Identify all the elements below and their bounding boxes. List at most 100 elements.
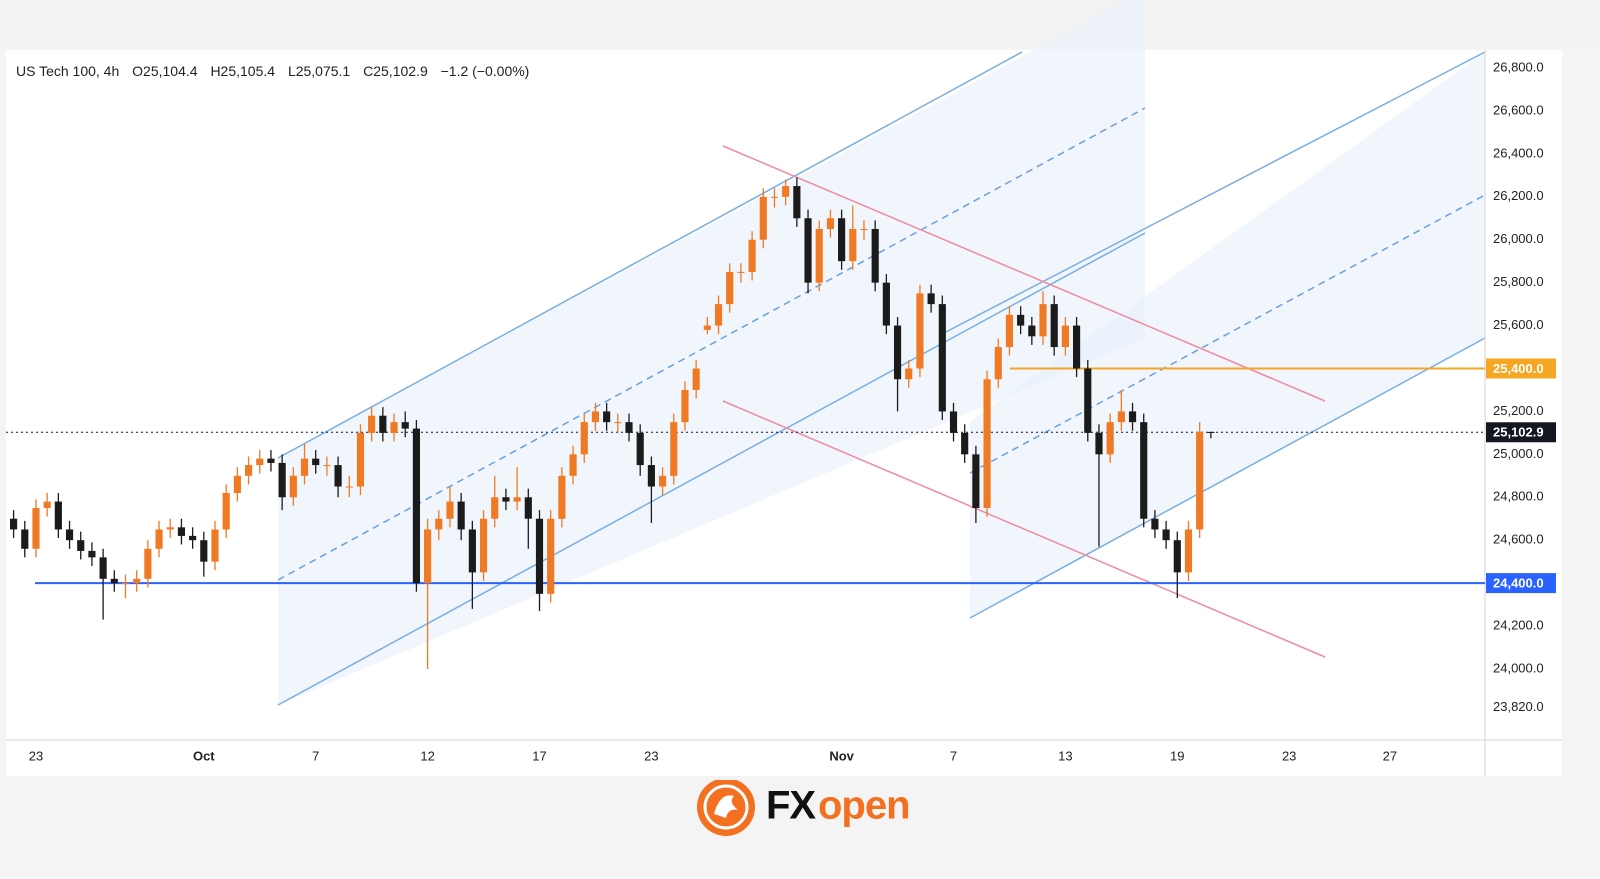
candle-body — [1095, 432, 1103, 455]
candle-body — [1196, 431, 1204, 530]
candle-body — [1039, 304, 1047, 337]
y-tick-label: 24,200.0 — [1493, 617, 1544, 632]
candle-body — [200, 540, 208, 562]
candle-body — [535, 518, 544, 594]
candle-body — [882, 282, 890, 326]
chart: 26,800.0 26,600.0 26,400.0 26,200.0 26,000.0… — [6, 0, 1562, 776]
candle-body — [312, 458, 320, 466]
legend: US Tech 100, 4h O25,104.4 H25,105.4 L25,… — [16, 63, 538, 79]
candle-body — [647, 465, 655, 487]
candle-body — [737, 271, 745, 273]
x-tick-label: 17 — [532, 748, 546, 763]
candle-body — [144, 548, 152, 579]
level-label: 24,400.0 — [1493, 576, 1544, 591]
y-tick-label: 26,200.0 — [1493, 188, 1544, 203]
logo-ring — [703, 784, 749, 830]
brand: FX open — [697, 780, 911, 836]
candle-body — [849, 228, 857, 262]
y-tick-label: 26,600.0 — [1493, 102, 1544, 117]
x-tick-label: Nov — [829, 748, 854, 763]
ohlc: H25,105.4 — [210, 63, 276, 79]
level-label: 25,102.9 — [1493, 425, 1544, 440]
x-tick-label: 23 — [644, 748, 658, 763]
brand-prefix: FX — [766, 784, 816, 828]
candle-body — [1073, 325, 1081, 369]
logo-lion — [714, 795, 738, 818]
trend-line — [722, 400, 1326, 658]
channel-line — [939, 51, 1486, 336]
x-tick-label: 7 — [312, 748, 319, 763]
candle-body — [110, 578, 118, 584]
channel-midline — [969, 194, 1486, 474]
candle-body — [65, 529, 74, 541]
candle-body — [233, 475, 241, 493]
candle-body — [949, 411, 958, 433]
candle-body — [491, 497, 499, 519]
y-tick-label: 25,600.0 — [1493, 317, 1544, 332]
candle-body — [435, 518, 443, 530]
candle-body — [1207, 431, 1215, 433]
candle-body — [21, 529, 29, 549]
candle-body — [793, 186, 801, 219]
candle-body — [468, 529, 476, 573]
trend-line — [722, 145, 1326, 402]
candle-body — [211, 529, 219, 562]
candle-body — [938, 304, 946, 412]
candle-body — [155, 529, 163, 549]
candle-body — [289, 475, 297, 498]
candle-body — [681, 389, 689, 423]
candle-body — [356, 432, 365, 487]
y-tick-label: 23,820.0 — [1493, 699, 1544, 714]
candle-body — [1106, 422, 1114, 455]
candle-body — [905, 368, 913, 380]
candle-body — [838, 218, 846, 262]
channel-line — [277, 51, 1023, 459]
candle-body — [390, 422, 398, 433]
candle-body — [412, 428, 420, 584]
candle-body — [10, 518, 18, 530]
candle-body — [401, 422, 409, 429]
x-tick-label: 23 — [1282, 748, 1296, 763]
candle-body — [99, 557, 107, 579]
symbol: US Tech 100, 4h — [16, 63, 120, 79]
candle-body — [256, 458, 264, 466]
candle-body — [714, 304, 723, 326]
candle-body — [379, 415, 387, 433]
x-tick-label: 19 — [1170, 748, 1184, 763]
candle-body — [457, 501, 465, 530]
x-tick-label: Oct — [193, 748, 215, 763]
candle-body — [603, 411, 611, 423]
candle-body — [1117, 411, 1125, 423]
candle-body — [334, 465, 342, 487]
candle-body — [826, 218, 835, 229]
candle-body — [636, 432, 644, 466]
level-label-box — [1486, 573, 1556, 594]
candle-body — [692, 368, 700, 390]
level-label-box — [1486, 358, 1556, 379]
candle-body — [424, 529, 432, 584]
candle-body — [323, 465, 331, 467]
candle-body — [189, 535, 197, 541]
y-tick-label: 24,600.0 — [1493, 532, 1544, 547]
y-tick-label: 24,800.0 — [1493, 489, 1544, 504]
candle-body — [804, 218, 812, 283]
candle-body — [278, 462, 286, 498]
candle-body — [267, 458, 275, 463]
candle-body — [1151, 518, 1159, 530]
candle-body — [547, 518, 555, 594]
channel-midline — [277, 107, 1146, 581]
candle-body — [43, 501, 51, 508]
x-tick-label: 13 — [1058, 748, 1072, 763]
candle-body — [32, 507, 40, 549]
candle-body — [658, 475, 667, 487]
ohlc: C25,102.9 — [363, 63, 428, 79]
channel-fill — [278, 0, 1145, 705]
candle-body — [1184, 529, 1193, 573]
candle-body — [446, 501, 454, 519]
candle-body — [614, 422, 622, 424]
x-tick-label: 12 — [420, 748, 434, 763]
candle-body — [625, 422, 633, 433]
candle-body — [703, 325, 711, 330]
candle-body — [759, 196, 767, 240]
